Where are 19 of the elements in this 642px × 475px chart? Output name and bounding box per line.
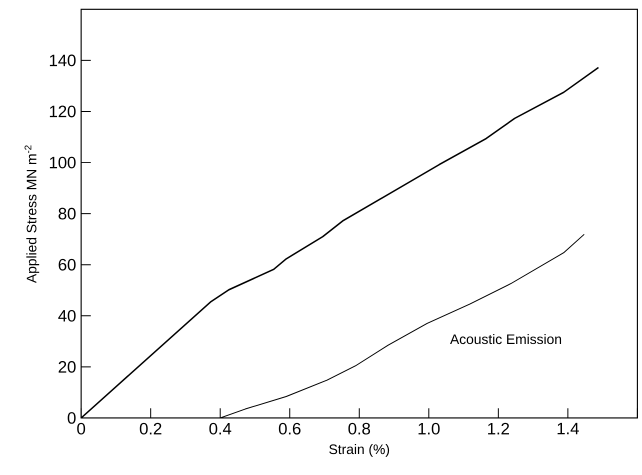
x-tick-label: 0.8 xyxy=(348,422,370,434)
x-tick-label: 0.2 xyxy=(140,422,162,434)
y-tick-label: 120 xyxy=(50,106,76,118)
y-tick-label: 140 xyxy=(50,54,76,66)
y-tick-label: 100 xyxy=(50,156,76,168)
y-tick-label: 40 xyxy=(58,310,76,322)
series-label: Acoustic Emission xyxy=(450,334,562,344)
y-tick-label: 80 xyxy=(58,208,76,220)
y-tick-label: 60 xyxy=(58,258,76,270)
x-tick-label: 1.0 xyxy=(418,422,440,434)
x-axis-title: Strain (%) xyxy=(329,444,390,457)
x-tick-label: 0.6 xyxy=(278,422,301,434)
x-tick-label: 0 xyxy=(77,422,86,434)
y-tick-label: 0 xyxy=(68,412,76,424)
x-tick-label: 1.4 xyxy=(558,422,579,434)
x-tick-label: 1.2 xyxy=(488,422,510,434)
y-axis-title: Applied Stress MN m$^{-2}$ xyxy=(24,145,40,283)
x-tick-label: 0.4 xyxy=(209,422,232,434)
y-tick-label: 20 xyxy=(58,360,76,373)
